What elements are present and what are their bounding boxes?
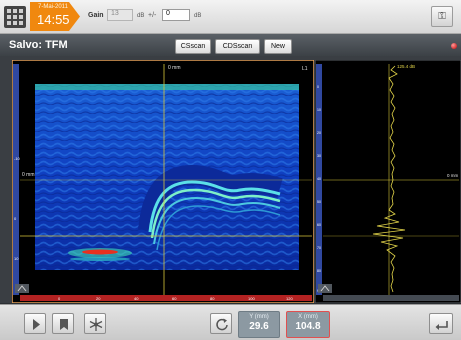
bscan-ruler-bottom-label: 20 bbox=[96, 296, 101, 301]
bscan-ruler-bottom-label: 60 bbox=[172, 296, 177, 301]
tab-csscan[interactable]: CSscan bbox=[175, 39, 211, 54]
ascan-signal-trace bbox=[372, 65, 406, 293]
tab-new[interactable]: New bbox=[264, 39, 292, 54]
ascan-ruler-label: 80 bbox=[317, 269, 321, 273]
top-bar: 7-Mai-2011 14:55 Gain 13 dB +/- 0 dB ⚿ bbox=[0, 0, 461, 34]
bscan-echo-line-1 bbox=[148, 180, 281, 233]
bscan-ruler-bottom-label: 40 bbox=[134, 296, 139, 301]
bscan-top-marker: 0 mm bbox=[168, 65, 181, 71]
bscan-echo-line-2 bbox=[150, 188, 281, 239]
ascan-ruler-label: 70 bbox=[317, 246, 321, 250]
time-text: 14:55 bbox=[37, 12, 70, 27]
ascan-ruler-label: 40 bbox=[317, 177, 321, 181]
gain-unit: dB bbox=[137, 13, 145, 19]
return-icon bbox=[435, 321, 448, 330]
bscan-echo-line-3 bbox=[153, 196, 281, 245]
ascan-view[interactable]: 125.4 dB 0 mm 0 10 20 30 40 50 60 70 80 … bbox=[315, 60, 461, 303]
bscan-corner-tag: L1 bbox=[302, 66, 308, 72]
bookmark-button[interactable] bbox=[52, 313, 74, 334]
chevron-up-icon bbox=[17, 285, 27, 292]
bscan-left-marker: 0 mm bbox=[22, 172, 35, 178]
delta-input[interactable]: 0 bbox=[162, 9, 190, 21]
y-readout[interactable]: Y (mm) 29.6 bbox=[238, 311, 280, 338]
y-readout-value: 29.6 bbox=[249, 321, 269, 332]
ascan-left-ruler bbox=[316, 64, 322, 295]
gain-label: Gain bbox=[88, 12, 104, 19]
x-readout-value: 104.8 bbox=[295, 321, 321, 332]
record-indicator bbox=[451, 43, 457, 49]
grid-menu-icon[interactable] bbox=[4, 6, 26, 28]
bscan-echo-line-4 bbox=[156, 205, 281, 251]
ascan-bottom-ruler bbox=[323, 295, 459, 301]
reset-button[interactable] bbox=[210, 313, 232, 334]
ascan-top-value: 125.4 dB bbox=[397, 64, 415, 69]
bscan-ruler-bottom-label: 80 bbox=[210, 296, 215, 301]
bscan-zoom-handle[interactable] bbox=[15, 284, 29, 293]
x-readout[interactable]: X (mm) 104.8 bbox=[286, 311, 330, 338]
play-button[interactable] bbox=[24, 313, 46, 334]
gain-input[interactable]: 13 bbox=[107, 9, 133, 21]
reset-icon bbox=[216, 318, 228, 331]
ascan-zoom-handle[interactable] bbox=[318, 284, 332, 293]
x-readout-label: X (mm) bbox=[298, 314, 318, 320]
bscan-ruler-left-label: -10 bbox=[14, 156, 21, 161]
bscan-left-ruler bbox=[13, 64, 19, 295]
tab-cdsscan[interactable]: CDSscan bbox=[215, 39, 260, 54]
ascan-right-marker: 0 mm bbox=[447, 173, 459, 178]
key-button[interactable]: ⚿ bbox=[431, 6, 453, 27]
ascan-background bbox=[315, 60, 461, 303]
delta-unit: dB bbox=[194, 13, 202, 19]
bscan-ruler-left-label: 10 bbox=[14, 256, 19, 261]
bscan-ruler-bottom-label: 120 bbox=[286, 296, 293, 301]
bscan-ruler-left-label: 0 bbox=[14, 216, 17, 221]
bookmark-icon bbox=[60, 319, 68, 330]
bscan-ruler-bottom-label: 0 bbox=[58, 296, 61, 301]
snowflake-icon bbox=[89, 318, 103, 331]
bscan-defect bbox=[82, 249, 118, 255]
bscan-view[interactable]: 0 mm 0 mm L1 -10 0 10 0 20 40 60 80 100 … bbox=[12, 60, 314, 303]
clock-badge: 7-Mai-2011 14:55 bbox=[30, 2, 80, 31]
bscan-defect-echo bbox=[70, 257, 130, 261]
bottom-bar: Y (mm) 29.6 X (mm) 104.8 bbox=[0, 304, 461, 340]
chevron-up-icon bbox=[320, 285, 330, 292]
key-icon: ⚿ bbox=[438, 11, 446, 22]
freeze-button[interactable] bbox=[84, 313, 106, 334]
ascan-ruler-label: 60 bbox=[317, 223, 321, 227]
bscan-echo-shadow bbox=[138, 164, 283, 232]
date-text: 7-Mai-2011 bbox=[38, 4, 68, 10]
page-title: Salvo: TFM bbox=[9, 39, 68, 51]
delta-label: +/- bbox=[148, 12, 157, 19]
ascan-ruler-label: 0 bbox=[317, 85, 319, 89]
bscan-bottom-ruler bbox=[20, 295, 312, 301]
return-button[interactable] bbox=[429, 313, 453, 334]
y-readout-label: Y (mm) bbox=[249, 314, 269, 320]
ascan-ruler-label: 30 bbox=[317, 154, 321, 158]
title-bar: Salvo: TFM CSscan CDSscan New bbox=[0, 34, 461, 56]
ascan-ruler-label: 20 bbox=[317, 131, 321, 135]
ascan-ruler-label: 50 bbox=[317, 200, 321, 204]
bscan-surface-echo bbox=[35, 84, 299, 90]
play-icon bbox=[33, 319, 40, 330]
bscan-ruler-bottom-label: 100 bbox=[248, 296, 255, 301]
ascan-ruler-label: 10 bbox=[317, 108, 321, 112]
